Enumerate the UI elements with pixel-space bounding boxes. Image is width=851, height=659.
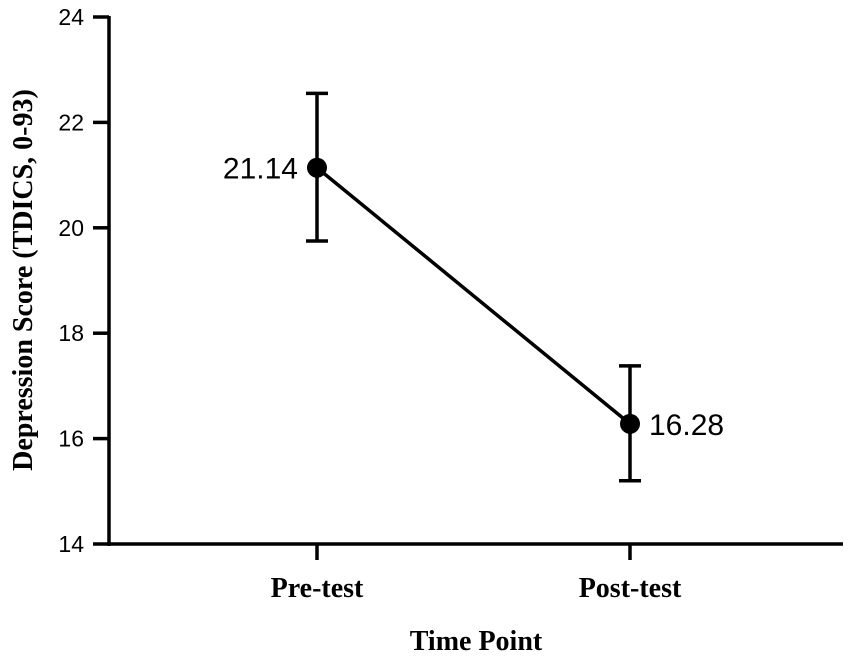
y-tick-label: 20 xyxy=(58,215,84,241)
y-tick-label: 24 xyxy=(58,4,84,30)
data-label: 16.28 xyxy=(649,409,724,442)
x-axis-title: Time Point xyxy=(410,626,543,657)
data-labels: 21.14 16.28 xyxy=(223,153,724,442)
series-line xyxy=(315,166,632,426)
y-axis-title: Depression Score (TDICS, 0-93) xyxy=(8,89,39,471)
x-axis-ticks: Pre-test Post-test xyxy=(271,544,682,604)
y-tick-label: 14 xyxy=(58,531,84,557)
x-tick-label: Post-test xyxy=(579,573,682,604)
plot-area: 14 16 18 20 22 24 Pre-test Post-test 21.14 16.2… xyxy=(58,4,843,604)
x-tick-label: Pre-test xyxy=(271,573,364,604)
y-tick-label: 18 xyxy=(58,320,84,346)
data-point xyxy=(307,157,327,178)
error-bars xyxy=(306,91,641,483)
y-tick-label: 22 xyxy=(58,109,84,135)
data-label: 21.14 xyxy=(223,153,298,186)
y-axis-ticks: 14 16 18 20 22 24 xyxy=(58,4,109,557)
data-point xyxy=(620,413,640,434)
data-series xyxy=(307,157,640,434)
y-tick-label: 16 xyxy=(58,426,84,452)
